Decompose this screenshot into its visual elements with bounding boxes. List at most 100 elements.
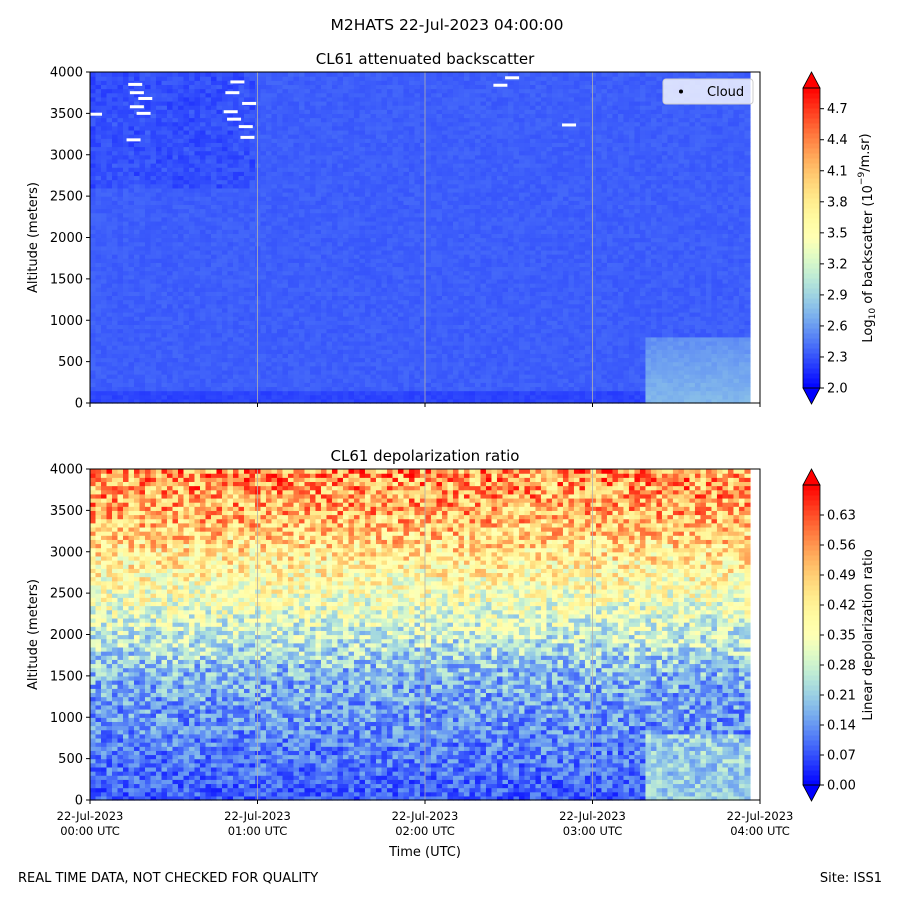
heatmap-cell <box>397 345 405 350</box>
heatmap-cell <box>122 237 130 243</box>
heatmap-cell <box>144 134 152 139</box>
heatmap-cell <box>304 311 311 317</box>
heatmap-cell <box>249 278 256 284</box>
heatmap-cell <box>205 345 212 350</box>
heatmap-cell <box>249 266 256 272</box>
heatmap-cell <box>122 382 130 388</box>
heatmap-cell <box>386 113 394 119</box>
heatmap-cell <box>177 291 185 297</box>
heatmap-cell <box>100 394 108 400</box>
heatmap-cell <box>381 142 388 148</box>
heatmap-cell <box>397 254 405 259</box>
heatmap-cell <box>304 154 311 160</box>
heatmap-cell <box>326 299 333 305</box>
heatmap-cell <box>243 233 251 239</box>
heatmap-cell <box>177 316 185 321</box>
heatmap-cell <box>265 311 273 317</box>
heatmap-cell <box>155 353 163 359</box>
heatmap-cell <box>172 229 179 234</box>
heatmap-cell <box>221 349 229 354</box>
heatmap-cell <box>392 187 399 193</box>
heatmap-cell <box>150 270 157 276</box>
heatmap-cell <box>111 150 119 156</box>
heatmap-cell <box>243 365 251 371</box>
heatmap-cell <box>315 129 322 135</box>
heatmap-cell <box>254 96 262 102</box>
heatmap-cell <box>139 196 146 201</box>
heatmap-cell <box>133 237 141 243</box>
heatmap-cell <box>205 80 212 86</box>
heatmap-cell <box>227 316 234 321</box>
heatmap-cell <box>216 340 223 346</box>
heatmap-cell <box>249 84 256 90</box>
heatmap-cell <box>364 220 372 226</box>
heatmap-cell <box>298 340 306 346</box>
heatmap-cell <box>205 245 212 251</box>
heatmap-cell <box>227 307 234 313</box>
heatmap-cell <box>210 191 218 197</box>
heatmap-cell <box>161 200 168 205</box>
heatmap-cell <box>348 254 355 259</box>
heatmap-cell <box>95 295 102 301</box>
heatmap-cell <box>227 113 234 119</box>
heatmap-cell <box>106 283 113 288</box>
heatmap-cell <box>348 382 355 388</box>
heatmap-cell <box>188 109 196 114</box>
heatmap-cell <box>309 84 317 90</box>
heatmap-cell <box>183 332 190 338</box>
heatmap-cell <box>342 212 350 218</box>
heatmap-cell <box>353 163 361 168</box>
heatmap-cell <box>155 229 163 234</box>
heatmap-cell <box>111 361 119 367</box>
heatmap-cell <box>238 287 245 292</box>
heatmap-cell <box>254 249 262 255</box>
heatmap-cell <box>293 154 300 160</box>
heatmap-cell <box>183 80 190 86</box>
heatmap-cell <box>304 84 311 90</box>
heatmap-cell <box>221 378 229 383</box>
heatmap-cell <box>364 167 372 172</box>
heatmap-cell <box>232 72 240 77</box>
heatmap-cell <box>348 134 355 139</box>
heatmap-cell <box>144 183 152 189</box>
heatmap-cell <box>298 117 306 123</box>
heatmap-cell <box>188 283 196 288</box>
heatmap-cell <box>249 142 256 148</box>
heatmap-cell <box>144 233 152 239</box>
heatmap-cell <box>183 171 190 177</box>
heatmap-cell <box>370 369 377 375</box>
heatmap-cell <box>320 229 328 234</box>
heatmap-cell <box>419 204 427 210</box>
heatmap-cell <box>133 125 141 131</box>
heatmap-cell <box>397 129 405 135</box>
heatmap-cell <box>287 394 295 400</box>
heatmap-cell <box>304 167 311 172</box>
heatmap-cell <box>216 179 223 185</box>
heatmap-cell <box>249 179 256 185</box>
heatmap-cell <box>150 307 157 313</box>
heatmap-cell <box>381 233 388 239</box>
heatmap-cell <box>337 245 344 251</box>
heatmap-cell <box>386 249 394 255</box>
heatmap-cell <box>95 258 102 263</box>
heatmap-cell <box>414 328 421 334</box>
chart-panels: CL61 attenuated backscatter0500100015002… <box>26 50 878 860</box>
heatmap-cell <box>353 345 361 350</box>
heatmap-cell <box>381 80 388 86</box>
heatmap-cell <box>106 92 113 98</box>
heatmap-cell <box>359 324 366 330</box>
heatmap-cell <box>276 225 284 230</box>
heatmap-cell <box>133 158 141 164</box>
heatmap-cell <box>309 96 317 102</box>
heatmap-cell <box>375 200 383 205</box>
heatmap-cell <box>271 154 278 160</box>
heatmap-cell <box>139 245 146 251</box>
heatmap-cell <box>90 229 97 234</box>
heatmap-cell <box>188 386 196 392</box>
heatmap-cell <box>282 398 289 404</box>
heatmap-cell <box>243 378 251 383</box>
heatmap-cell <box>188 117 196 123</box>
heatmap-cell <box>199 200 207 205</box>
heatmap-cell <box>392 138 399 143</box>
heatmap-cell <box>419 378 427 383</box>
